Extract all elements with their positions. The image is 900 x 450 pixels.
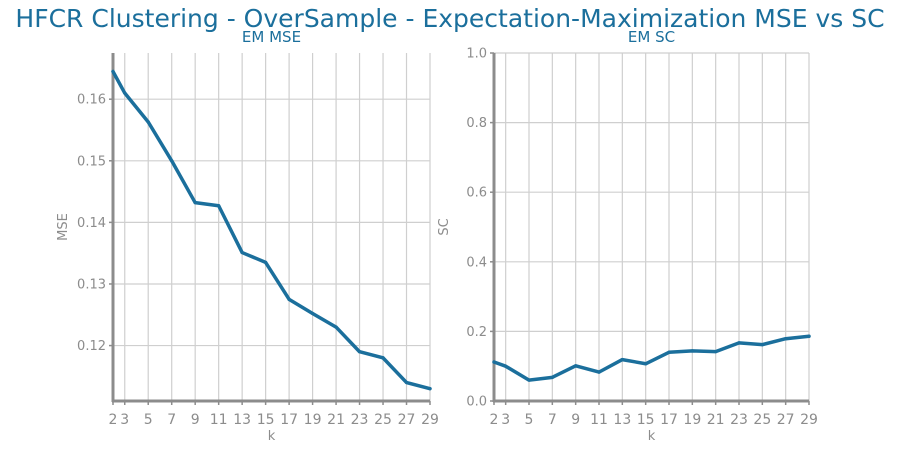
- x-tick-label: 11: [210, 412, 228, 428]
- x-tick-label: 2: [109, 412, 118, 428]
- data-point: [428, 387, 432, 391]
- x-tick-label: 3: [120, 412, 129, 428]
- data-point: [123, 91, 127, 95]
- data-point: [240, 250, 244, 255]
- x-tick-label: 21: [707, 412, 725, 428]
- x-tick-label: 5: [525, 412, 534, 428]
- x-tick-label: 7: [548, 412, 557, 428]
- chart-panel-2: 2 3 5 7 9 11 13 15 17 19 21 23 25 27 290.00.20.40.60.8…: [437, 28, 818, 444]
- data-point: [193, 201, 197, 205]
- subplot-title: EM SC: [628, 28, 675, 46]
- y-tick-label: 0.0: [466, 395, 487, 410]
- x-axis-label: k: [268, 429, 276, 444]
- x-tick-label: 23: [351, 412, 369, 428]
- data-point: [146, 120, 150, 124]
- y-tick-label: 0.16: [77, 93, 106, 108]
- data-point: [310, 311, 315, 316]
- x-tick-label: 3: [501, 412, 510, 428]
- data-point: [381, 356, 385, 360]
- x-tick-label: 19: [683, 412, 701, 428]
- x-axis-label: k: [648, 429, 656, 444]
- x-tick-label: 13: [613, 412, 631, 428]
- y-tick-label: 0.6: [466, 186, 487, 201]
- x-tick-label: 25: [753, 412, 771, 428]
- x-tick-label: 29: [800, 412, 818, 428]
- x-tick-label: 2: [490, 412, 499, 428]
- x-tick-label: 15: [257, 412, 275, 428]
- x-tick-label: 15: [637, 412, 655, 428]
- y-tick-label: 0.2: [466, 325, 487, 340]
- data-point: [574, 364, 578, 368]
- y-tick-label: 0.4: [466, 255, 487, 270]
- data-point: [492, 360, 496, 364]
- y-tick-label: 0.8: [466, 116, 487, 131]
- data-point: [620, 357, 624, 362]
- x-tick-label: 17: [660, 412, 678, 428]
- data-point: [550, 375, 554, 379]
- data-point: [111, 69, 115, 74]
- x-tick-label: 23: [730, 412, 748, 428]
- data-point: [690, 349, 694, 353]
- x-tick-label: 5: [144, 412, 153, 428]
- data-point: [644, 362, 648, 366]
- data-point: [170, 159, 174, 163]
- x-tick-label: 13: [233, 412, 251, 428]
- y-tick-label: 0.12: [77, 339, 106, 354]
- y-axis-label: MSE: [56, 213, 71, 241]
- data-point: [264, 260, 268, 265]
- x-tick-label: 29: [421, 412, 439, 428]
- x-tick-label: 27: [398, 412, 416, 428]
- subplot-title: EM MSE: [242, 28, 301, 46]
- data-point: [217, 204, 221, 208]
- y-tick-label: 1.0: [466, 47, 487, 62]
- data-point: [737, 341, 741, 345]
- x-tick-label: 11: [590, 412, 608, 428]
- data-point: [760, 343, 764, 347]
- figure-title: HFCR Clustering - OverSample - Expectati…: [15, 4, 885, 33]
- x-tick-label: 17: [280, 412, 298, 428]
- x-tick-label: 19: [304, 412, 322, 428]
- x-tick-label: 7: [167, 412, 176, 428]
- y-axis-label: SC: [437, 218, 452, 235]
- data-point: [404, 380, 409, 385]
- y-tick-label: 0.15: [77, 154, 106, 169]
- data-point: [807, 334, 811, 338]
- data-point: [714, 349, 718, 354]
- data-point: [357, 350, 362, 354]
- x-tick-label: 25: [374, 412, 392, 428]
- x-tick-label: 9: [191, 412, 200, 428]
- chart-panel-1: 2 3 5 7 9 11 13 15 17 19 21 23 25 27 290.120.130.140.1…: [56, 28, 439, 444]
- data-point: [784, 337, 788, 341]
- x-tick-label: 21: [327, 412, 345, 428]
- x-tick-label: 27: [777, 412, 795, 428]
- data-point: [597, 370, 601, 374]
- data-point: [334, 325, 338, 329]
- x-tick-label: 9: [571, 412, 580, 428]
- data-point: [287, 297, 291, 301]
- y-tick-label: 0.14: [77, 216, 106, 231]
- data-point: [504, 364, 508, 368]
- data-point: [527, 378, 531, 382]
- y-tick-label: 0.13: [77, 277, 106, 292]
- data-point: [667, 350, 671, 354]
